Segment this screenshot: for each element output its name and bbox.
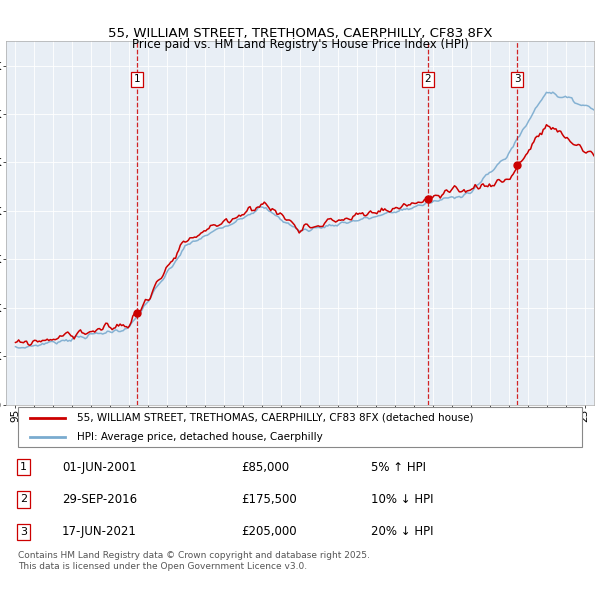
Text: 17-JUN-2021: 17-JUN-2021 bbox=[62, 525, 137, 538]
Text: 55, WILLIAM STREET, TRETHOMAS, CAERPHILLY, CF83 8FX: 55, WILLIAM STREET, TRETHOMAS, CAERPHILL… bbox=[108, 27, 492, 40]
Text: HPI: Average price, detached house, Caerphilly: HPI: Average price, detached house, Caer… bbox=[77, 432, 322, 441]
Text: 55, WILLIAM STREET, TRETHOMAS, CAERPHILLY, CF83 8FX (detached house): 55, WILLIAM STREET, TRETHOMAS, CAERPHILL… bbox=[77, 413, 473, 423]
Text: 1: 1 bbox=[134, 74, 140, 84]
Text: 5% ↑ HPI: 5% ↑ HPI bbox=[371, 461, 425, 474]
FancyBboxPatch shape bbox=[18, 407, 582, 447]
Text: £175,500: £175,500 bbox=[241, 493, 297, 506]
Text: Price paid vs. HM Land Registry's House Price Index (HPI): Price paid vs. HM Land Registry's House … bbox=[131, 38, 469, 51]
Text: Contains HM Land Registry data © Crown copyright and database right 2025.
This d: Contains HM Land Registry data © Crown c… bbox=[18, 551, 370, 571]
Text: 2: 2 bbox=[425, 74, 431, 84]
Text: 20% ↓ HPI: 20% ↓ HPI bbox=[371, 525, 433, 538]
Text: 01-JUN-2001: 01-JUN-2001 bbox=[62, 461, 136, 474]
Text: 29-SEP-2016: 29-SEP-2016 bbox=[62, 493, 137, 506]
Text: 3: 3 bbox=[514, 74, 521, 84]
Text: 10% ↓ HPI: 10% ↓ HPI bbox=[371, 493, 433, 506]
Text: 2: 2 bbox=[20, 494, 27, 504]
Text: £85,000: £85,000 bbox=[241, 461, 289, 474]
Text: 1: 1 bbox=[20, 462, 27, 472]
Text: £205,000: £205,000 bbox=[241, 525, 297, 538]
Text: 3: 3 bbox=[20, 527, 27, 537]
